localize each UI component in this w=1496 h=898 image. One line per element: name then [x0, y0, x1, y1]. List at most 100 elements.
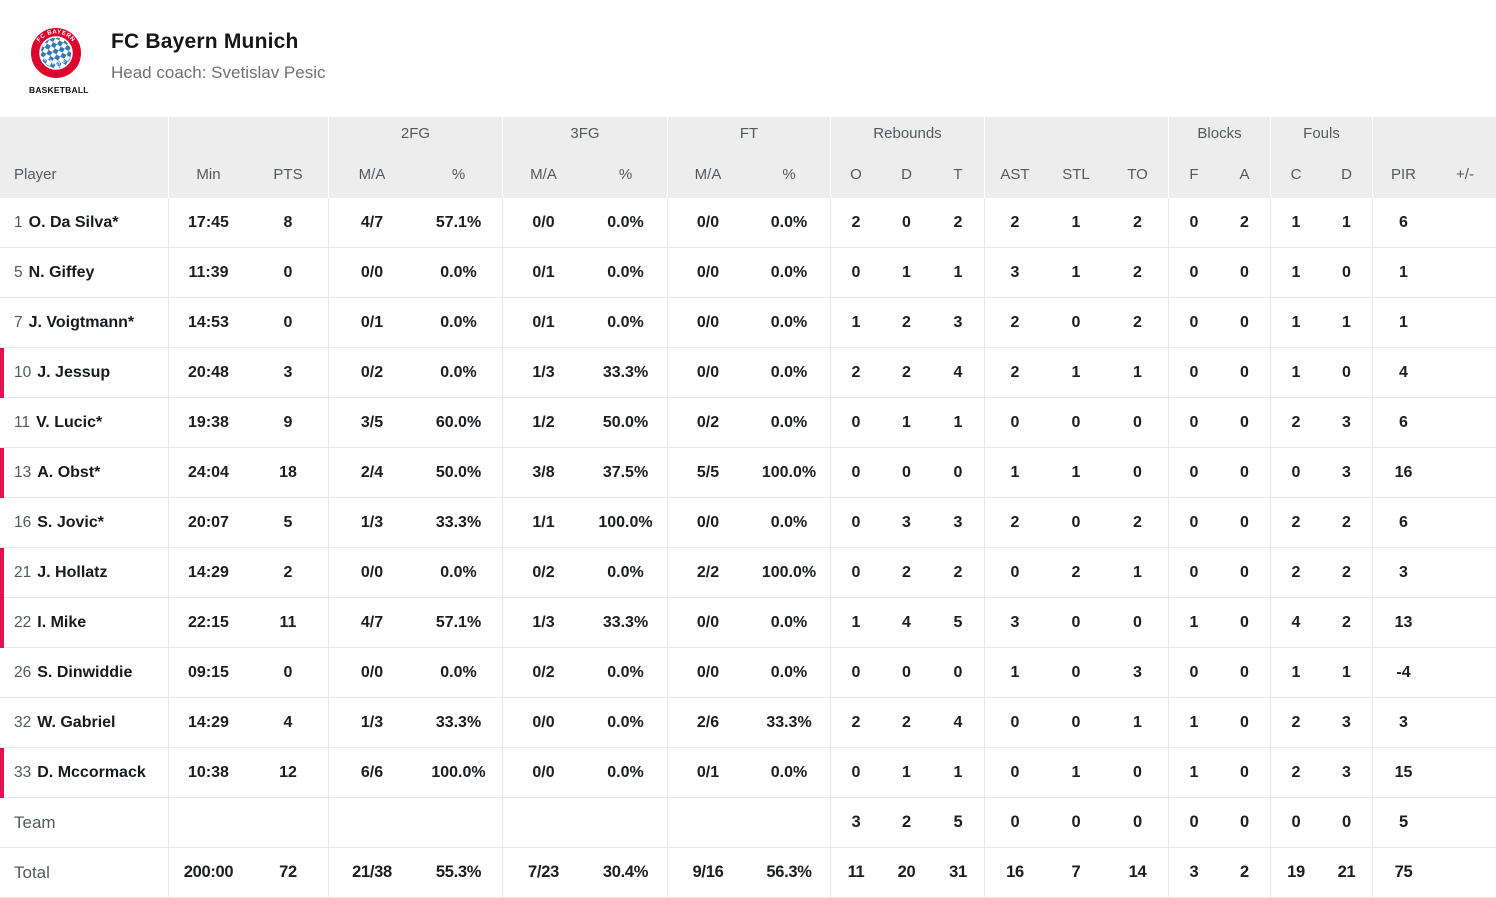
- stat-stl: 0: [1071, 813, 1081, 831]
- stat-fg3_pct: [584, 798, 667, 847]
- stat-fg2_pct: 0.0%: [440, 563, 477, 581]
- stat-pts: 0: [283, 663, 293, 681]
- stat-min: 10:38: [168, 748, 248, 797]
- stat-ft_pct: 33.3%: [766, 713, 812, 731]
- stat-min: 20:48: [168, 348, 248, 397]
- summary-label-cell: Total: [0, 848, 168, 897]
- group-header-2fg: 2FG: [328, 117, 502, 150]
- stat-pts: 4: [283, 713, 293, 731]
- stat-reb_d: 1: [902, 763, 911, 781]
- col-header-blk-a: A: [1239, 165, 1250, 183]
- stat-fg2_ma: 21/38: [328, 848, 415, 897]
- stat-ft_pct: 100.0%: [761, 463, 817, 481]
- stat-ast: 0: [984, 748, 1045, 797]
- player-row: 1 O. Da Silva* 17:45 8 4/7 57.1% 0/0 0.0% 0/0 0.0…: [0, 198, 1496, 248]
- player-name: J. Hollatz: [37, 563, 108, 581]
- jersey-number: 21: [14, 563, 32, 581]
- stat-pts: 0: [283, 313, 293, 331]
- stat-blk_a: 0: [1240, 413, 1249, 431]
- stat-stl: 1: [1071, 213, 1081, 231]
- stat-pts: 3: [283, 363, 293, 381]
- stat-min: 20:07: [168, 498, 248, 547]
- stat-reb_t: 31: [949, 863, 967, 881]
- stat-min: 09:15: [168, 648, 248, 697]
- stat-to: 1: [1133, 713, 1142, 731]
- stat-reb_o: 0: [830, 498, 881, 547]
- stat-fg3_pct: 0.0%: [607, 663, 644, 681]
- stat-reb_o: 0: [830, 648, 881, 697]
- stat-fg2_pct: 0.0%: [440, 263, 477, 281]
- stat-fg3_pct: 0.0%: [607, 213, 644, 231]
- summary-row: Team 3 2 5 0 0 0 0 0 0 0 5: [0, 798, 1496, 848]
- stat-reb_o: 2: [830, 348, 881, 397]
- stat-ft_pct: 100.0%: [761, 563, 817, 581]
- col-header-reb-o: O: [830, 150, 881, 198]
- jersey-number: 10: [14, 363, 32, 381]
- stat-ast: 0: [984, 698, 1045, 747]
- stat-fg2_pct: 0.0%: [440, 313, 477, 331]
- player-name: I. Mike: [37, 613, 87, 631]
- player-name: O. Da Silva*: [28, 213, 119, 231]
- stat-pm: [1434, 198, 1496, 247]
- stat-ft_pct: 56.3%: [766, 863, 812, 881]
- stat-min: 14:53: [168, 298, 248, 347]
- player-row: 7 J. Voigtmann* 14:53 0 0/1 0.0% 0/1 0.0% 0/0 0.0…: [0, 298, 1496, 348]
- stat-blk_f: 3: [1168, 848, 1219, 897]
- stat-blk_a: 0: [1240, 813, 1249, 831]
- stat-stl: 7: [1071, 863, 1081, 881]
- stat-foul_c: 1: [1270, 348, 1321, 397]
- stat-ft_pct: 0.0%: [770, 663, 808, 681]
- group-spacer-minpts: [168, 117, 328, 150]
- stat-reb_d: 2: [902, 813, 911, 831]
- stat-reb_o: 0: [830, 398, 881, 447]
- col-header-stl: STL: [1062, 165, 1090, 183]
- stat-pir: 1: [1372, 298, 1434, 347]
- jersey-number: 22: [14, 613, 32, 631]
- player-name: N. Giffey: [28, 263, 95, 281]
- stat-foul_d: 2: [1342, 613, 1351, 631]
- group-header-ft: FT: [667, 117, 830, 150]
- stat-blk_f: 1: [1168, 748, 1219, 797]
- stat-fg2_pct: 100.0%: [431, 763, 486, 781]
- stat-stl: 0: [1071, 413, 1081, 431]
- stat-reb_t: 0: [953, 463, 963, 481]
- stat-fg2_pct: 57.1%: [435, 213, 482, 231]
- column-header-row: Player Min PTS M/A % M/A % M/A % O D T A…: [0, 150, 1496, 198]
- stat-ft_ma: 0/0: [667, 498, 748, 547]
- stat-to: 2: [1133, 513, 1142, 531]
- stat-fg3_pct: 0.0%: [607, 563, 644, 581]
- stat-reb_t: 3: [953, 513, 963, 531]
- stat-ft_ma: 2/2: [667, 548, 748, 597]
- stat-ft_pct: 0.0%: [770, 313, 808, 331]
- jersey-number: 26: [14, 663, 32, 681]
- player-row: 33 D. Mccormack 10:38 12 6/6 100.0% 0/0 0.0% 0/1…: [0, 748, 1496, 798]
- stat-fg2_ma: 0/0: [328, 648, 415, 697]
- stat-fg3_ma: 0/1: [502, 298, 584, 347]
- stat-fg2_ma: 3/5: [328, 398, 415, 447]
- stat-min: 22:15: [168, 598, 248, 647]
- player-name: J. Jessup: [37, 363, 111, 381]
- col-header-reb-t: T: [953, 165, 963, 183]
- stat-reb_t: 5: [953, 813, 963, 831]
- stat-foul_d: 3: [1342, 713, 1351, 731]
- stat-reb_t: 4: [953, 713, 963, 731]
- stat-fg3_ma: 1/3: [502, 598, 584, 647]
- stat-fg2_pct: 0.0%: [440, 363, 477, 381]
- stat-fg2_ma: [328, 798, 415, 847]
- stat-foul_c: 2: [1270, 548, 1321, 597]
- stat-fg3_ma: 7/23: [502, 848, 584, 897]
- stat-pir: 6: [1372, 498, 1434, 547]
- stat-blk_a: 0: [1240, 463, 1249, 481]
- stat-fg3_ma: 0/2: [502, 548, 584, 597]
- stat-fg2_ma: 4/7: [328, 598, 415, 647]
- player-row: 5 N. Giffey 11:39 0 0/0 0.0% 0/1 0.0% 0/0 0.0% 0 1 1…: [0, 248, 1496, 298]
- stat-pts: 72: [279, 863, 297, 881]
- stat-fg2_pct: 33.3%: [435, 713, 482, 731]
- stat-fg2_pct: 57.1%: [435, 613, 482, 631]
- jersey-number: 33: [14, 763, 32, 781]
- stat-ast: 2: [984, 348, 1045, 397]
- stat-fg2_ma: 1/3: [328, 698, 415, 747]
- group-spacer-pir: [1372, 117, 1496, 150]
- stat-reb_d: 2: [902, 713, 911, 731]
- stat-fg2_pct: 0.0%: [440, 663, 477, 681]
